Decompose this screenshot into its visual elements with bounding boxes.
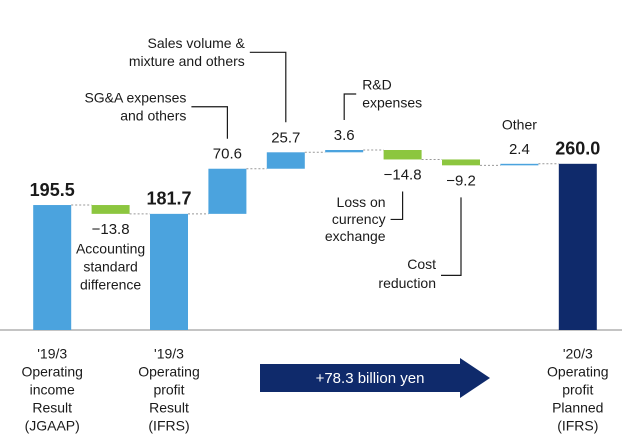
value-label: 70.6	[213, 146, 242, 163]
bar	[442, 159, 480, 166]
x-tick-label: Planned	[552, 400, 603, 416]
arrow	[260, 358, 490, 398]
x-tick-label: Result	[149, 400, 189, 416]
value-label: −13.8	[92, 221, 130, 238]
callout-line	[390, 191, 404, 221]
value-label: 181.7	[146, 189, 191, 209]
callout-line	[191, 106, 228, 139]
x-tick-label: (IFRS)	[148, 418, 189, 434]
bar	[91, 205, 130, 214]
annotation: SG&A expenses	[84, 89, 186, 105]
x-tick-label: Operating	[138, 364, 199, 380]
annotation: Accounting	[76, 241, 145, 257]
callout-line	[343, 93, 357, 120]
annotation: standard	[83, 259, 137, 275]
annotation: mixture and others	[129, 53, 245, 69]
bar	[208, 168, 247, 214]
x-tick-label: '20/3	[563, 346, 593, 362]
annotation: exchange	[325, 228, 386, 244]
annotation: Sales volume &	[148, 35, 246, 51]
value-label: 2.4	[509, 141, 530, 158]
bar	[150, 213, 188, 330]
annotation: R&D	[362, 77, 392, 93]
arrow-label: +78.3 billion yen	[316, 370, 425, 387]
annotation: currency	[332, 211, 386, 227]
annotation: difference	[80, 277, 141, 293]
annotation: and others	[120, 107, 186, 123]
x-tick-label: (JGAAP)	[25, 418, 80, 434]
value-label: 25.7	[271, 129, 300, 146]
x-tick-label: profit	[562, 382, 593, 398]
value-label: 260.0	[555, 139, 600, 159]
bar	[383, 150, 422, 160]
value-label: −14.8	[384, 166, 422, 183]
bar	[33, 205, 72, 330]
bar	[325, 150, 364, 153]
callout-line	[441, 197, 462, 276]
x-tick-label: '19/3	[37, 346, 67, 362]
bar	[558, 163, 597, 330]
annotation: Loss on	[337, 194, 386, 210]
value-label: 195.5	[30, 180, 75, 200]
x-tick-label: income	[30, 382, 75, 398]
annotation: Cost	[407, 256, 436, 272]
x-tick-label: Operating	[547, 364, 608, 380]
x-tick-label: (IFRS)	[557, 418, 598, 434]
x-tick-label: Result	[32, 400, 72, 416]
annotation: expenses	[362, 95, 422, 111]
annotation: Other	[502, 117, 537, 133]
callout-line	[249, 51, 287, 123]
value-label: 3.6	[334, 127, 355, 144]
x-tick-label: Operating	[21, 364, 82, 380]
bar	[266, 152, 305, 169]
x-tick-label: '19/3	[154, 346, 184, 362]
bar	[500, 163, 539, 166]
value-label: −9.2	[446, 172, 476, 189]
annotation: reduction	[378, 275, 436, 291]
x-tick-label: profit	[153, 382, 184, 398]
